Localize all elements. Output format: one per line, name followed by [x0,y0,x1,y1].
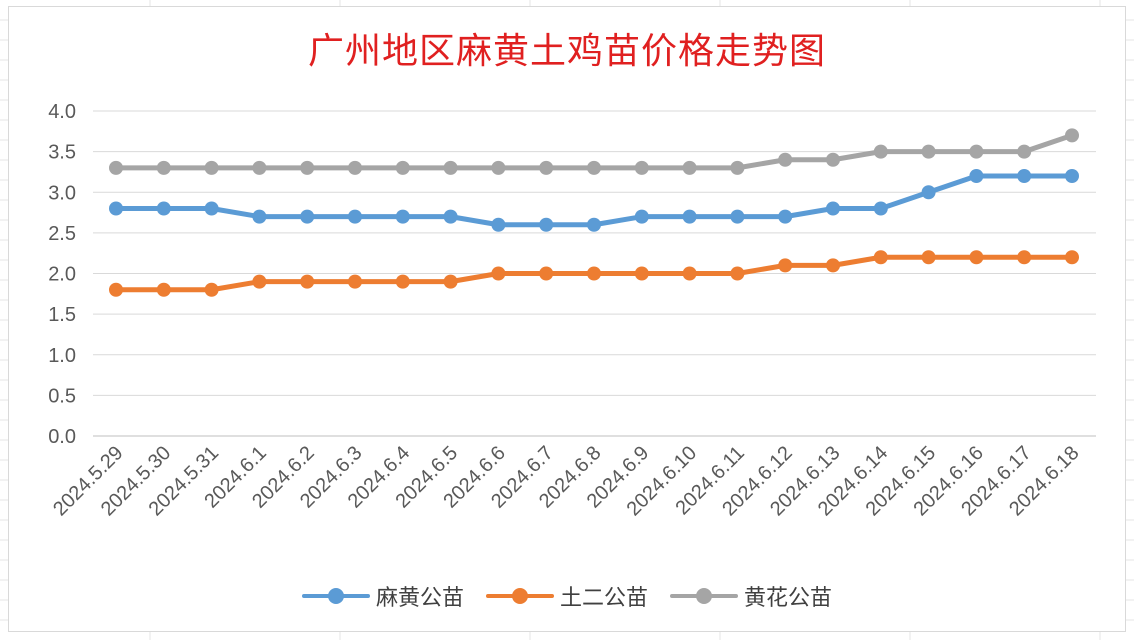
legend-marker-icon [301,586,370,606]
y-tick-label: 0.5 [48,385,76,407]
data-point [682,266,697,281]
data-point [252,274,267,289]
data-point [348,274,362,289]
data-point [969,144,984,159]
data-point [969,169,984,183]
data-point [730,160,745,175]
data-point [587,217,601,232]
y-tick-label: 1.5 [48,304,76,326]
data-point [921,144,936,159]
data-point [204,282,219,297]
data-point [873,250,888,265]
data-point [300,209,315,224]
data-point [109,282,123,297]
legend-marker-icon [485,586,554,606]
data-point [1017,144,1032,159]
data-point [873,201,888,216]
data-point [443,160,458,175]
data-point [156,201,171,216]
data-point [778,209,793,224]
data-point [1017,169,1032,183]
data-point [730,266,745,281]
data-point [587,160,601,175]
chart-title: 广州地区麻黄土鸡苗价格走势图 [307,31,826,72]
legend-item: 黄花公苗 [670,580,832,612]
data-point [204,201,219,216]
data-point [539,217,554,232]
legend-label: 土二公苗 [559,586,648,611]
data-point [1065,128,1079,143]
chart-area [8,6,1126,632]
y-tick-label: 4.0 [48,101,76,123]
data-point [778,258,793,273]
data-point [443,274,458,289]
data-point [826,201,840,216]
data-point [682,160,697,175]
data-point [204,160,219,175]
data-point [348,160,362,175]
legend-label: 麻黄公苗 [375,586,464,611]
data-point [873,144,888,159]
legend-marker-icon [670,586,738,606]
legend: 麻黄公苗 土二公苗 黄花公苗 [0,580,1134,612]
data-point [491,266,506,281]
y-tick-label: 0.0 [48,426,76,448]
data-point [252,209,267,224]
y-tick-label: 2.0 [48,264,76,286]
data-point [1065,169,1079,183]
data-point [826,152,840,167]
data-point [395,274,410,289]
data-point [443,209,458,224]
data-point [491,217,506,232]
data-point [921,250,936,265]
data-point [921,185,936,200]
y-tick-label: 2.5 [48,223,76,245]
data-point [634,266,649,281]
data-point [491,160,506,175]
data-point [587,266,601,281]
data-point [730,209,745,224]
y-tick-label: 3.5 [48,142,76,164]
data-point [682,209,697,224]
legend-item: 土二公苗 [485,580,648,612]
data-point [395,160,410,175]
y-tick-label: 1.0 [48,345,76,367]
data-point [300,160,315,175]
data-point [969,250,984,265]
data-point [826,258,840,273]
data-point [539,160,554,175]
legend-label: 黄花公苗 [744,586,833,611]
data-point [634,160,649,175]
data-point [252,160,267,175]
y-tick-label: 3.0 [48,182,76,204]
data-point [300,274,315,289]
data-point [1017,250,1032,265]
data-point [156,282,171,297]
data-point [1065,250,1079,265]
data-point [539,266,554,281]
data-point [109,201,123,216]
data-point [109,160,123,175]
data-point [395,209,410,224]
data-point [634,209,649,224]
data-point [348,209,362,224]
data-point [156,160,171,175]
data-point [778,152,793,167]
legend-item: 麻黄公苗 [301,580,464,612]
